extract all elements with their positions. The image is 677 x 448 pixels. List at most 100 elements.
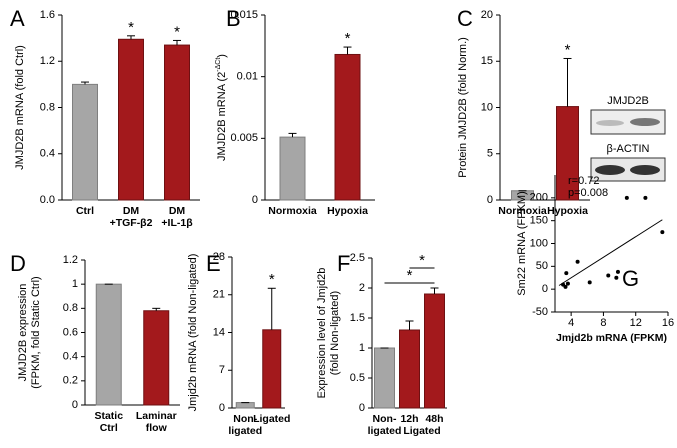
x-tick-label: ligated xyxy=(228,425,262,437)
y-tick-label: 0.4 xyxy=(63,351,78,363)
error-bar xyxy=(173,39,181,46)
point xyxy=(606,273,611,278)
point xyxy=(575,259,580,264)
bar xyxy=(279,136,306,201)
error-bar xyxy=(81,81,89,85)
point xyxy=(564,271,569,276)
y-tick-label: 200 xyxy=(530,192,548,204)
y-tick-label: 0.8 xyxy=(40,101,55,113)
blot-label: β-ACTIN xyxy=(607,143,650,155)
x-tick-label: DM xyxy=(123,205,140,217)
x-tick-label: Ctrl xyxy=(100,422,118,434)
x-tick-label: Non- xyxy=(233,413,257,425)
y-tick-label: 5 xyxy=(487,148,493,160)
bar xyxy=(424,293,445,409)
y-axis-label: JMJD2B mRNA (fold Ctrl) xyxy=(14,45,26,170)
x-tick-label: Normoxia xyxy=(268,205,317,217)
point xyxy=(643,195,648,200)
y-axis-label: Expression level of Jmjd2b xyxy=(316,268,328,399)
y-tick-label: 1.2 xyxy=(40,55,55,67)
blot-band xyxy=(630,165,660,175)
bar xyxy=(143,310,170,406)
x-tick-label: Ligated xyxy=(253,413,290,425)
y-tick-label: 1 xyxy=(72,278,78,290)
x-tick-label: +IL-1β xyxy=(161,217,193,229)
point xyxy=(660,230,665,235)
y-tick-label: 7 xyxy=(219,364,225,376)
error-bar xyxy=(343,46,352,55)
y-tick-label: 0.01 xyxy=(237,71,258,83)
bar xyxy=(164,44,190,201)
bar xyxy=(118,38,144,201)
y-tick-label: 14 xyxy=(213,326,225,338)
blot-band xyxy=(630,118,660,126)
x-tick-label: Static xyxy=(94,410,123,422)
y-tick-label: 0.015 xyxy=(230,9,258,21)
y-tick-label: 150 xyxy=(530,215,548,227)
y-tick-label: 0.8 xyxy=(63,302,78,314)
x-tick-label: Laminar xyxy=(136,410,177,422)
blot-label: JMJD2B xyxy=(607,95,649,107)
y-tick-label: 0.005 xyxy=(230,132,258,144)
y-tick-label: 1.6 xyxy=(40,9,55,21)
x-tick-label: Ctrl xyxy=(76,205,94,217)
annotation: p=0.008 xyxy=(568,187,608,199)
point xyxy=(614,275,619,280)
bar xyxy=(262,329,282,409)
panel-letter: C xyxy=(457,6,473,31)
y-tick-label: 0.0 xyxy=(40,194,55,206)
x-tick-label: 48h xyxy=(425,413,443,425)
panel-letter: D xyxy=(10,251,26,276)
point xyxy=(565,281,570,286)
significance-star: * xyxy=(269,271,275,288)
x-tick-label: 12h xyxy=(400,413,418,425)
x-axis-label: Jmjd2b mRNA (FPKM) xyxy=(556,332,667,344)
y-axis-label: (fold Non-ligated) xyxy=(329,291,341,375)
fit-line xyxy=(558,219,663,286)
significance-star: * xyxy=(345,30,351,47)
y-tick-label: 21 xyxy=(213,289,225,301)
y-tick-label: 0 xyxy=(252,194,258,206)
y-tick-label: 0 xyxy=(219,402,225,414)
significance-star: * xyxy=(419,252,425,269)
bar xyxy=(72,83,98,201)
y-tick-label: 1.5 xyxy=(350,312,365,324)
y-axis-label: JMJD2B expression xyxy=(17,284,29,382)
annotation: r=0.72 xyxy=(568,175,600,187)
y-tick-label: 0 xyxy=(487,194,493,206)
y-tick-label: 0 xyxy=(72,399,78,411)
bar xyxy=(95,283,122,406)
panel-letter: F xyxy=(337,251,350,276)
error-bar xyxy=(152,307,161,311)
y-axis-label: Jmjd2b mRNA (fold Non-ligated) xyxy=(187,254,199,412)
error-bar xyxy=(267,287,276,330)
y-tick-label: 0 xyxy=(359,402,365,414)
x-tick-label: flow xyxy=(146,422,168,434)
y-tick-label: 10 xyxy=(481,101,493,113)
y-axis-label: (FPKM, fold Static Ctrl) xyxy=(30,276,42,388)
panel-letter: B xyxy=(226,6,241,31)
y-axis-label-part: -ΔCt xyxy=(215,58,222,72)
y-axis-label: Protein JMJD2B (fold Norm.) xyxy=(457,37,469,178)
point xyxy=(615,269,620,274)
y-tick-label: 0.4 xyxy=(40,148,55,160)
y-tick-label: 0 xyxy=(542,283,548,295)
y-tick-label: 50 xyxy=(536,260,548,272)
y-axis-label-part: JMJD2B mRNA (2 xyxy=(216,72,228,161)
error-bar xyxy=(430,287,439,294)
panel-letter: G xyxy=(622,266,639,291)
y-tick-label: 1.2 xyxy=(63,254,78,266)
point xyxy=(624,195,629,200)
y-tick-label: 1 xyxy=(359,342,365,354)
y-tick-label: 0.5 xyxy=(350,372,365,384)
y-tick-label: 28 xyxy=(213,251,225,263)
blot-band xyxy=(595,165,625,175)
x-group-label: Ligated xyxy=(403,425,440,437)
x-tick-label: Non- xyxy=(373,413,397,425)
y-axis-label: JMJD2B mRNA (2-ΔCt) xyxy=(215,54,228,161)
x-tick-label: +TGF-β2 xyxy=(110,217,153,229)
x-tick-label: ligated xyxy=(368,425,402,437)
y-tick-label: 2.5 xyxy=(350,252,365,264)
y-tick-label: -50 xyxy=(532,306,548,318)
